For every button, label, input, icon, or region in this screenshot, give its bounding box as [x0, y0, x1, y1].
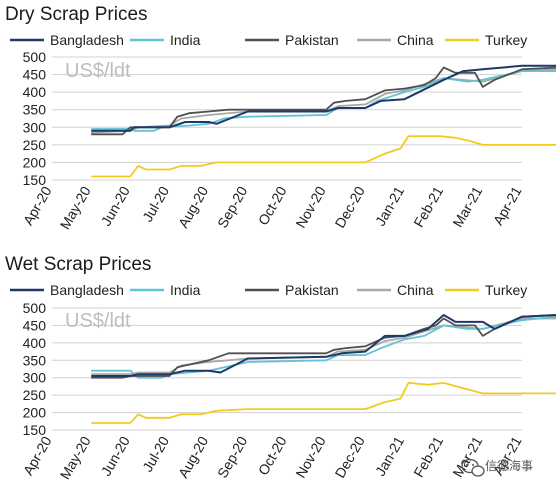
x-tick-label: Dec-20 [332, 183, 369, 230]
legend-label: Bangladesh [50, 282, 124, 298]
x-tick-label: Aug-20 [175, 183, 212, 230]
legend-item-turkey: Turkey [445, 282, 527, 298]
x-tick-label: Mar-21 [449, 183, 485, 230]
legend-label: Pakistan [285, 32, 339, 48]
series-line-china [91, 317, 556, 376]
x-tick-label: Dec-20 [332, 433, 369, 480]
legend-label: China [397, 32, 434, 48]
x-tick-label: May-20 [57, 433, 94, 482]
series-line-india [91, 315, 556, 379]
x-tick-label: Jul-20 [139, 183, 172, 224]
x-tick-label: Aug-20 [175, 433, 212, 480]
y-tick-label: 250 [23, 137, 47, 153]
y-tick-label: 400 [23, 84, 47, 100]
series-line-bangladesh [91, 314, 556, 377]
series-line-pakistan [91, 66, 556, 136]
x-tick-label: Jul-20 [139, 433, 172, 474]
x-tick-label: Jun-20 [98, 183, 133, 228]
y-tick-label: 450 [23, 317, 47, 333]
x-tick-label: Oct-20 [255, 433, 290, 478]
y-tick-label: 250 [23, 387, 47, 403]
x-tick-label: Nov-20 [292, 433, 329, 480]
series-line-turkey [91, 135, 556, 178]
x-tick-label: Sep-20 [214, 183, 251, 230]
legend-label: Turkey [485, 282, 527, 298]
legend-item-bangladesh: Bangladesh [10, 282, 124, 298]
legend-label: China [397, 282, 434, 298]
y-tick-label: 300 [23, 119, 47, 135]
x-tick-label: Jan-21 [372, 433, 407, 478]
y-tick-label: 350 [23, 352, 47, 368]
gridlines [52, 307, 522, 431]
wechat-icon [461, 458, 485, 477]
x-tick-label: Oct-20 [255, 183, 290, 228]
watermark: 信德海事 [461, 458, 533, 477]
legend-item-turkey: Turkey [445, 32, 527, 48]
legend-item-pakistan: Pakistan [245, 32, 339, 48]
legend-label: Pakistan [285, 282, 339, 298]
y-tick-label: 200 [23, 405, 47, 421]
series-lines [91, 64, 556, 178]
x-tick-label: Feb-21 [410, 183, 446, 230]
x-axis: Apr-20 May-20 Jun-20 Jul-20 Aug-20 Sep-20 Oct-… [20, 183, 525, 232]
y-tick-label: 200 [23, 154, 47, 170]
legend-item-india: India [130, 282, 201, 298]
series-line-turkey [91, 381, 556, 424]
legend-label: India [170, 282, 201, 298]
x-axis: Apr-20 May-20 Jun-20 Jul-20 Aug-20 Sep-20 Oct-… [20, 433, 525, 482]
x-tick-label: Sep-20 [214, 433, 251, 480]
series-line-india [91, 70, 556, 132]
legend: Bangladesh India Pakistan China Turkey [10, 32, 527, 48]
x-tick-label: Jun-20 [98, 433, 133, 478]
legend-label: Bangladesh [50, 32, 124, 48]
legend-item-pakistan: Pakistan [245, 282, 339, 298]
y-tick-label: 500 [23, 300, 47, 316]
legend-label: Turkey [485, 32, 527, 48]
legend-item-bangladesh: Bangladesh [10, 32, 124, 48]
legend: Bangladesh India Pakistan China Turkey [10, 282, 527, 298]
y-tick-label: 500 [23, 49, 47, 65]
series-lines [91, 314, 556, 424]
y-tick-label: 450 [23, 67, 47, 83]
y-tick-label: 300 [23, 370, 47, 386]
legend-item-india: India [130, 32, 201, 48]
x-tick-label: Feb-21 [410, 433, 446, 480]
series-line-bangladesh [91, 64, 556, 132]
y-tick-label: 150 [23, 422, 47, 438]
series-line-pakistan [91, 314, 556, 379]
x-tick-label: Nov-20 [292, 183, 329, 230]
x-tick-label: Jan-21 [372, 183, 407, 228]
y-tick-label: 350 [23, 102, 47, 118]
x-tick-label: May-20 [57, 183, 94, 232]
chart-title: Dry Scrap Prices [5, 4, 148, 25]
legend-item-china: China [357, 282, 434, 298]
chart-title: Wet Scrap Prices [5, 254, 151, 275]
watermark-text: 信德海事 [485, 458, 533, 473]
y-tick-label: 150 [23, 172, 47, 188]
x-tick-label: Apr-21 [490, 183, 525, 228]
unit-label: US$/ldt [65, 310, 131, 332]
unit-label: US$/ldt [65, 60, 131, 82]
x-tick-label: Apr-20 [20, 183, 55, 228]
x-tick-label: Apr-20 [20, 433, 55, 478]
y-tick-label: 400 [23, 335, 47, 351]
legend-item-china: China [357, 32, 434, 48]
legend-label: India [170, 32, 201, 48]
